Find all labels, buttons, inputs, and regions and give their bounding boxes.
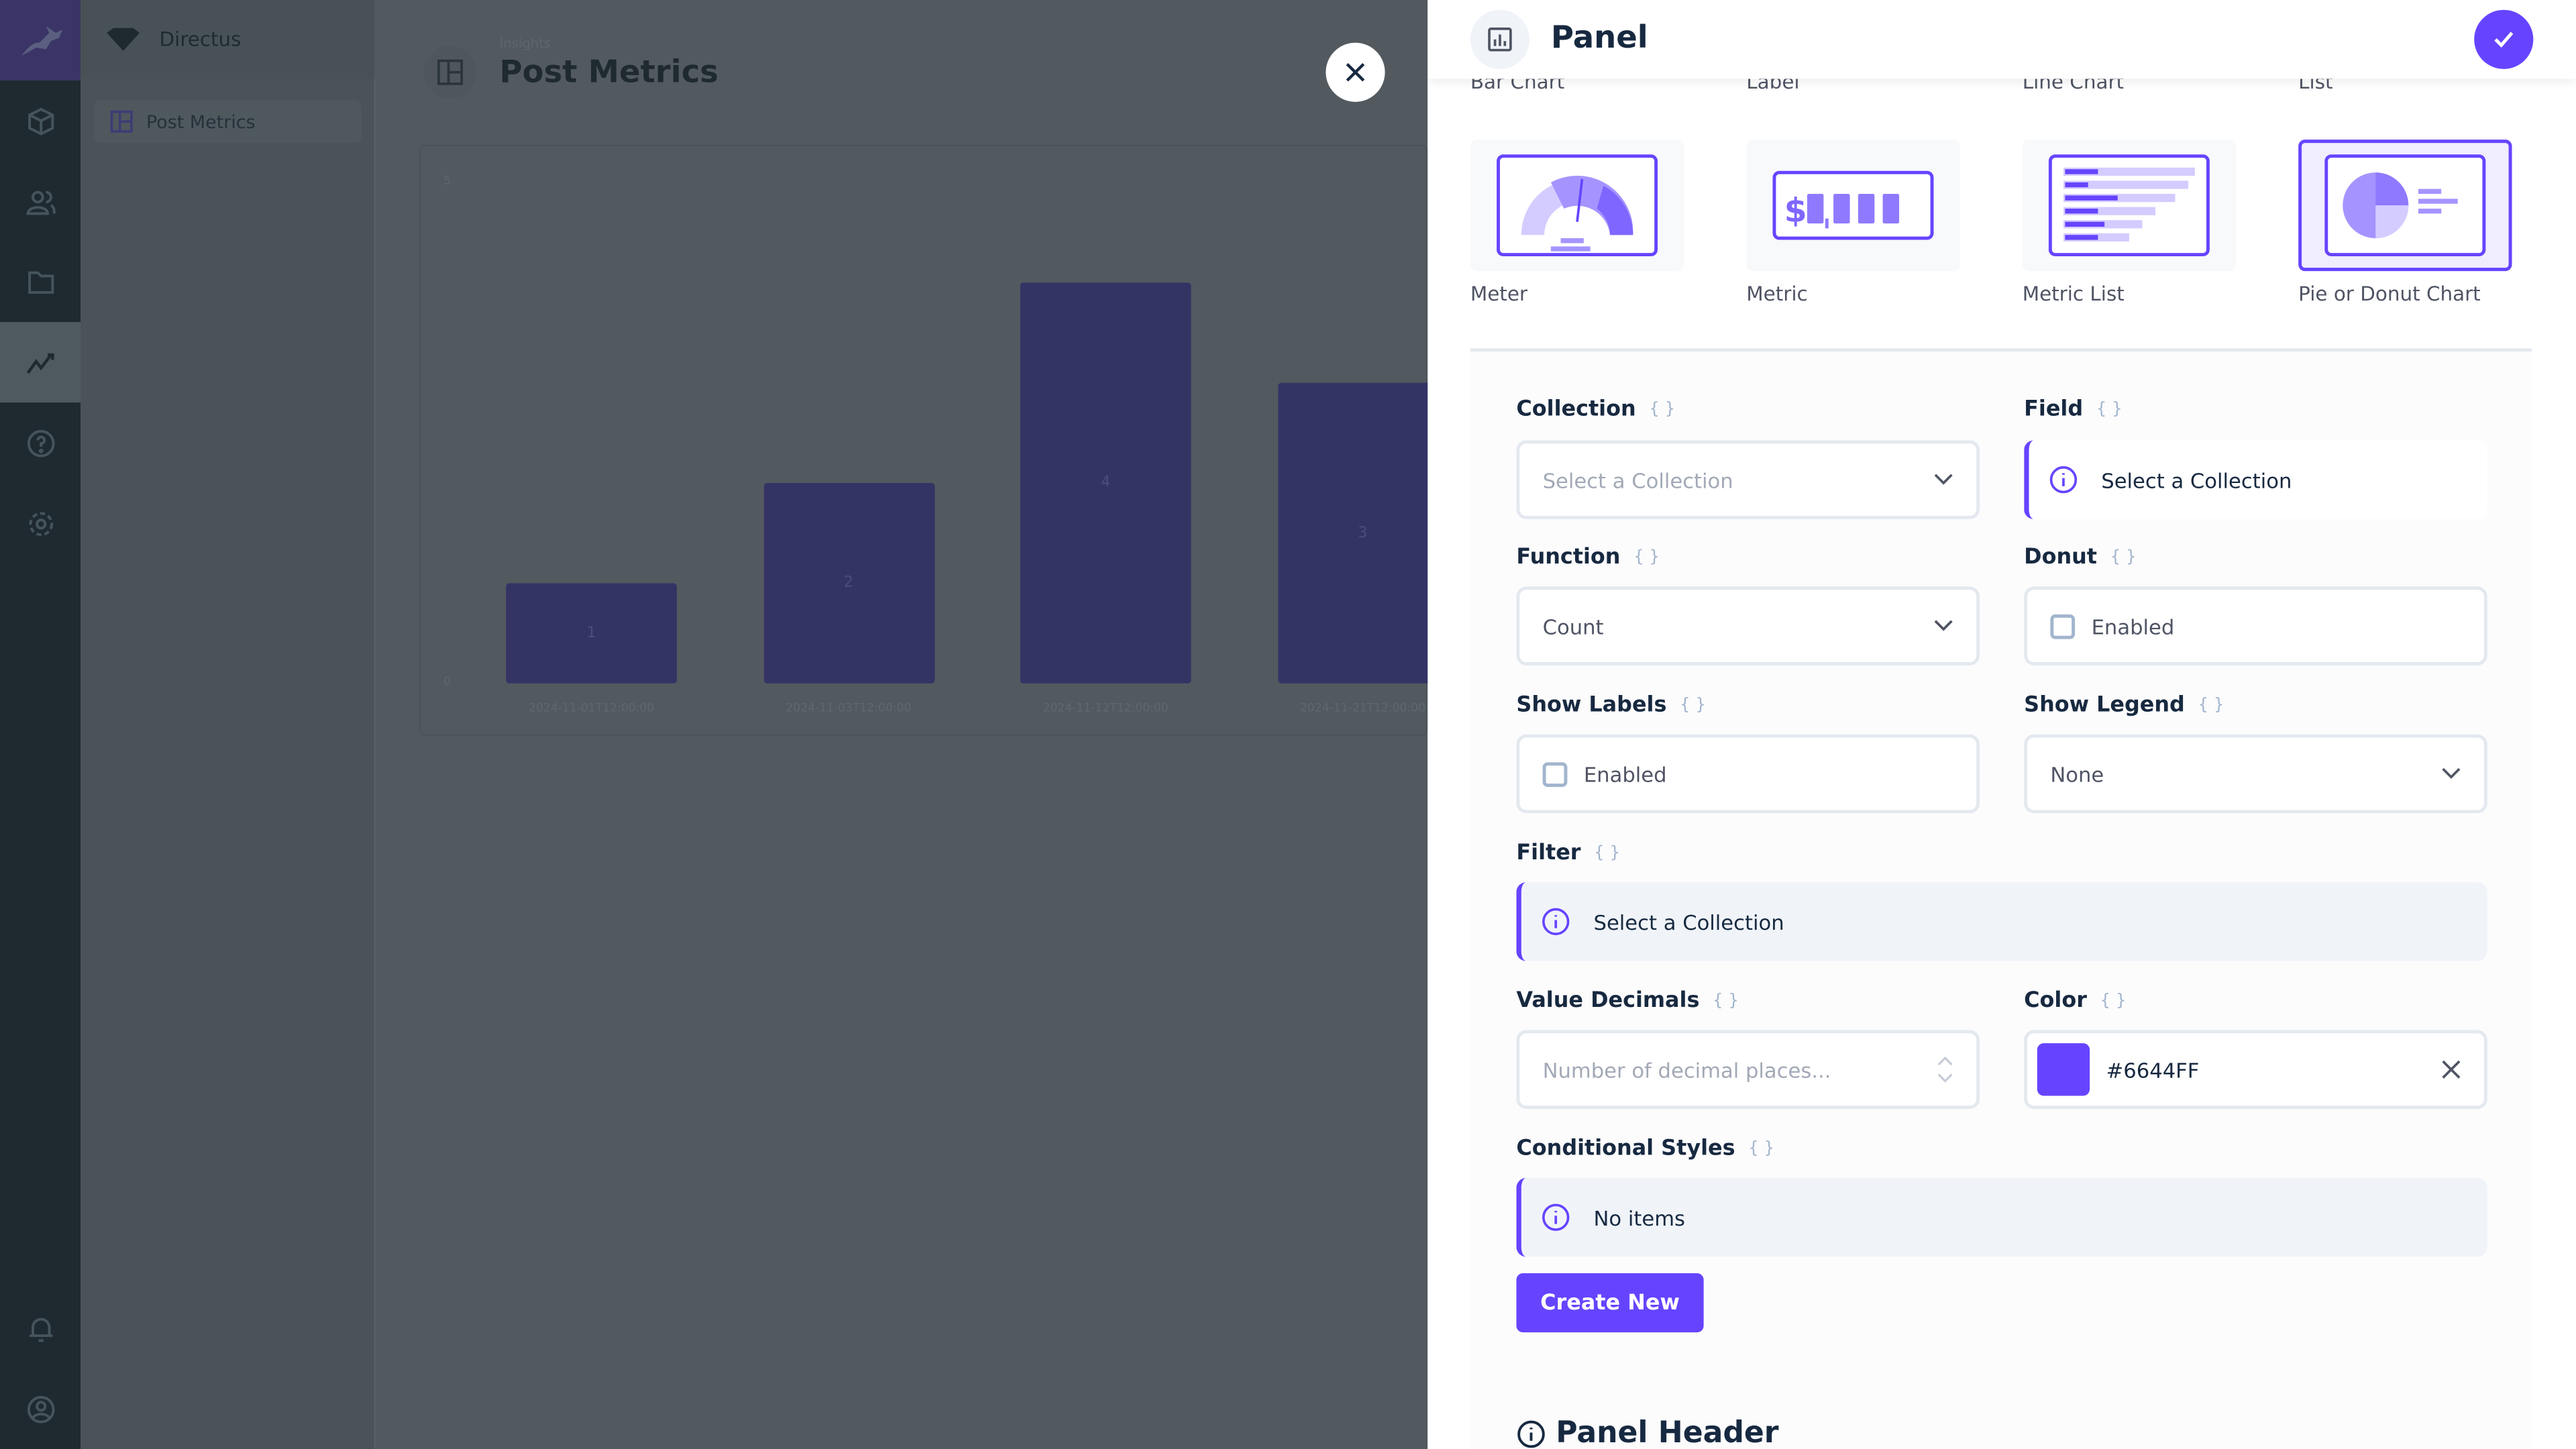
checkbox-icon — [2050, 613, 2076, 639]
project-header[interactable]: Directus — [80, 0, 375, 79]
project-name: Directus — [159, 28, 241, 51]
y-tick-label: 0 — [443, 675, 451, 689]
page-title: Post Metrics — [499, 54, 719, 91]
value-decimals-input[interactable]: Number of decimal places... — [1516, 1030, 1980, 1110]
filter-label: Filter{ } — [1516, 841, 1621, 866]
navigation-sidebar: Directus Post Metrics — [80, 0, 375, 1449]
check-icon — [2494, 32, 2514, 48]
clear-icon[interactable] — [2441, 1060, 2461, 1079]
donut-checkbox[interactable]: Enabled — [2024, 586, 2487, 665]
files-module-folder-icon[interactable] — [0, 241, 80, 322]
raw-value-icon: { } — [1633, 548, 1660, 567]
collection-label: Collection{ } — [1516, 397, 1676, 423]
info-icon — [1517, 1419, 1545, 1448]
filter-notice: Select a Collection — [1516, 882, 2487, 961]
notifications-bell-icon[interactable] — [0, 1288, 80, 1368]
help-icon[interactable] — [0, 402, 80, 483]
type-label-metric: Metric — [1746, 282, 1808, 306]
raw-value-icon: { } — [1713, 992, 1739, 1011]
panel-drawer: Panel Bar Chart Label Line Chart List $ … — [1428, 0, 2576, 1449]
y-tick-label: 5 — [443, 174, 451, 188]
type-card-pie-or-donut-chart[interactable] — [2298, 140, 2512, 272]
raw-value-icon: { } — [1748, 1140, 1775, 1159]
checkbox-icon — [1542, 761, 1568, 786]
value-decimals-label: Value Decimals{ } — [1516, 989, 1739, 1014]
info-icon — [2049, 466, 2078, 494]
type-label-pie-or-donut-chart: Pie or Donut Chart — [2298, 282, 2481, 306]
pie-chart-icon — [2324, 154, 2486, 257]
nav-item-label: Post Metrics — [146, 111, 256, 133]
save-button[interactable] — [2474, 9, 2534, 69]
nav-item-post-metrics[interactable]: Post Metrics — [93, 100, 362, 144]
chevron-down-icon — [2442, 767, 2461, 779]
chart-panel[interactable]: 5 0 1 2024-11-01T12:00:00 2 2024-11-03T12:00:… — [419, 144, 1448, 738]
chart-bar[interactable]: 1 — [506, 583, 677, 684]
color-input[interactable]: #6644FF — [2024, 1030, 2487, 1110]
field-label: Field{ } — [2024, 397, 2123, 423]
chart-bar[interactable]: 4 — [1020, 282, 1191, 684]
info-icon — [1542, 1203, 1570, 1231]
function-select[interactable]: Count — [1516, 586, 1980, 665]
user-avatar-icon[interactable] — [0, 1368, 80, 1449]
x-tick-label: 2024-11-21T12:00:00 — [1299, 701, 1426, 715]
type-card-meter[interactable] — [1470, 140, 1684, 272]
field-notice: Select a Collection — [2024, 440, 2487, 519]
dashboard-icon — [423, 46, 477, 99]
donut-label: Donut{ } — [2024, 545, 2137, 570]
raw-value-icon: { } — [2110, 548, 2137, 567]
raw-value-icon: { } — [2198, 696, 2224, 715]
drawer-header: Panel — [1428, 0, 2576, 79]
type-card-metric[interactable]: $ — [1746, 140, 1960, 272]
x-tick-label: 2024-11-01T12:00:00 — [529, 701, 655, 715]
info-icon — [1542, 908, 1570, 936]
show-labels-label: Show Labels{ } — [1516, 693, 1706, 718]
chevron-down-icon — [1934, 620, 1953, 631]
metric-list-icon — [2048, 154, 2210, 257]
dashboard-icon — [110, 110, 133, 133]
close-drawer-button[interactable] — [1326, 42, 1385, 102]
chart-bar[interactable]: 2 — [763, 483, 934, 684]
content-module-box-icon[interactable] — [0, 80, 80, 161]
panel-header-section-title: Panel Header — [1516, 1416, 1779, 1449]
main-content: Insights Post Metrics 5 0 1 2024-11-01T12:0… — [374, 0, 1448, 1449]
raw-value-icon: { } — [1680, 696, 1706, 715]
collection-select[interactable]: Select a Collection — [1516, 440, 1980, 519]
users-module-users-icon[interactable] — [0, 161, 80, 241]
raw-value-icon: { } — [1594, 844, 1621, 863]
drawer-title: Panel — [1550, 19, 1648, 56]
conditional-styles-label: Conditional Styles{ } — [1516, 1136, 1775, 1162]
type-label-metric-list: Metric List — [2022, 282, 2125, 306]
x-tick-label: 2024-11-03T12:00:00 — [786, 701, 912, 715]
type-label-meter: Meter — [1470, 282, 1527, 306]
conditional-styles-notice: No items — [1516, 1177, 2487, 1257]
show-legend-select[interactable]: None — [2024, 734, 2487, 814]
bar-chart: 5 0 1 2024-11-01T12:00:00 2 2024-11-03T12:00:… — [421, 146, 1448, 738]
metric-icon: $ — [1772, 170, 1934, 240]
chart-bar[interactable]: 3 — [1277, 382, 1448, 684]
raw-value-icon: { } — [2100, 992, 2127, 1011]
svg-text:$: $ — [1784, 192, 1807, 230]
module-bar — [0, 0, 81, 1449]
project-logo-icon — [107, 28, 140, 51]
divider — [1470, 348, 2532, 352]
close-icon — [1346, 62, 1365, 82]
meter-icon — [1497, 154, 1658, 257]
show-labels-checkbox[interactable]: Enabled — [1516, 734, 1980, 814]
show-legend-label: Show Legend{ } — [2024, 693, 2224, 718]
directus-logo[interactable] — [0, 0, 81, 81]
stepper-icon[interactable] — [1937, 1053, 1953, 1086]
color-swatch[interactable] — [2037, 1043, 2090, 1096]
x-tick-label: 2024-11-12T12:00:00 — [1042, 701, 1169, 715]
raw-value-icon: { } — [1649, 400, 1676, 419]
function-label: Function{ } — [1516, 545, 1660, 570]
raw-value-icon: { } — [2096, 400, 2123, 419]
type-card-metric-list[interactable] — [2022, 140, 2237, 272]
bar-chart-icon — [1470, 9, 1530, 69]
chevron-down-icon — [1934, 474, 1953, 485]
create-new-button[interactable]: Create New — [1516, 1273, 1704, 1333]
insights-module-insights-icon[interactable] — [0, 322, 81, 403]
breadcrumb[interactable]: Insights — [499, 36, 551, 51]
settings-gear-icon[interactable] — [0, 483, 80, 564]
color-label: Color{ } — [2024, 989, 2127, 1014]
